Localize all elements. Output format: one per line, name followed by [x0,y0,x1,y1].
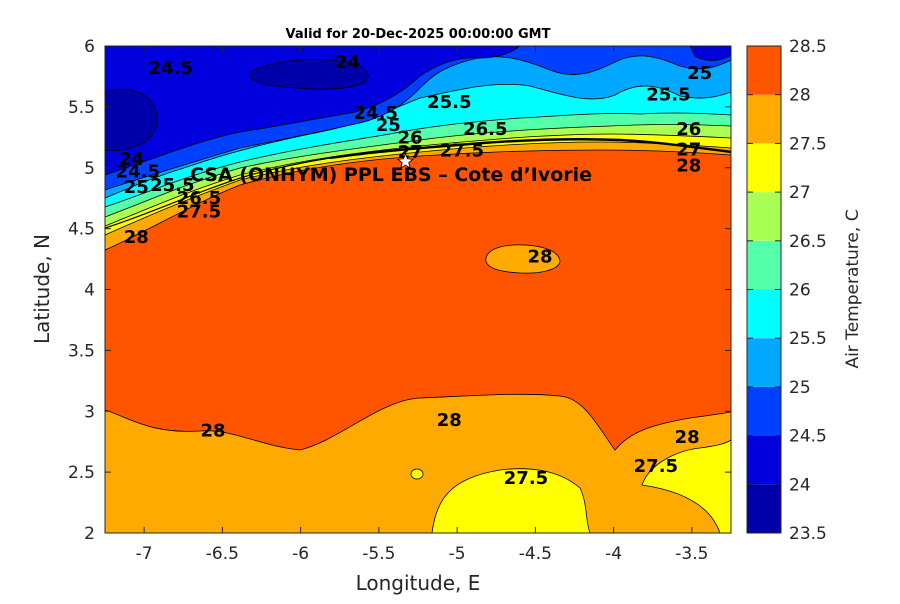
colorbar-swatch [747,192,781,241]
contour-label: 26 [398,127,423,148]
colorbar-swatch [747,484,781,533]
contour-label: 26.5 [177,188,221,209]
band-24-24.5 [105,46,521,176]
contour-label: 24.5 [116,161,160,182]
chart-title: Valid for 20-Dec-2025 00:00:00 GMT [286,27,551,42]
colorbar-tick-label: 25 [789,378,811,398]
colorbar-swatch [747,46,781,95]
x-tick-label: -3.5 [675,544,708,564]
colorbar-tick-label: 27 [789,183,811,203]
site-marker [396,152,415,169]
star-icon [396,152,415,169]
y-axis-ticks: 2 2.5 3 3.5 4 4.5 5 5.5 6 [68,37,731,544]
contour-label: 25 [376,115,401,136]
contour-label: 28 [528,247,553,268]
colorbar-tick-label: 27.5 [789,134,827,154]
coastline-west [105,157,331,229]
colorbar-frame [746,45,782,534]
colorbar-swatch [747,289,781,339]
contour-label: 27.5 [177,202,221,223]
contour-label: 28 [676,155,701,176]
colorbar-swatch [747,240,781,290]
region-27-27.5-south [431,468,591,533]
colorbar-tick-label: 26 [789,281,811,301]
colorbar-swatch [747,338,781,387]
colorbar-swatch [747,386,781,436]
x-axis-label: Longitude, E [356,571,481,595]
y-tick-label: 2.5 [68,463,95,483]
x-tick-label: -6.5 [206,544,239,564]
region-27.5-28-island [485,244,561,274]
region-27-27.5-spot [410,468,424,480]
colorbar-tick-label: 26.5 [789,232,827,252]
y-tick-label: 5 [84,159,95,179]
coastline [329,138,731,160]
x-axis-ticks: -7 -6.5 -6 -5.5 -5 -4.5 -4 -3.5 [136,46,708,564]
contour-label: 25.5 [427,92,471,113]
y-tick-label: 6 [84,37,95,57]
contour-label: 26.5 [463,119,507,140]
contour-label: 25 [687,63,712,84]
band-23.5-24-north [249,59,369,90]
contour-label: 27.5 [440,141,484,162]
colorbar-swatch [747,94,781,144]
y-tick-label: 4 [84,281,95,301]
colorbar [747,46,781,533]
contour-label: 24 [119,149,144,170]
contour-label: 28 [675,427,700,448]
colorbar-swatch [747,143,781,193]
contour-label: 24 [335,52,360,73]
contour-label: 25.5 [646,85,690,106]
contour-label: 27.5 [634,456,678,477]
colorbar-tick-label: 28 [789,86,811,106]
band-23.5-24-west [105,88,158,152]
y-tick-label: 4.5 [68,220,95,240]
colorbar-swatch [747,435,781,485]
x-tick-label: -4.5 [519,544,552,564]
site-label: CSA (ONHYM) PPL EBS – Cote d’Ivorie [190,164,592,186]
x-tick-label: -7 [136,544,153,564]
contour-label: 25.5 [150,175,194,196]
contour-label: 26 [676,119,701,140]
y-tick-label: 2 [84,524,95,544]
colorbar-tick-label: 23.5 [789,524,827,544]
colorbar-tick-label: 25.5 [789,329,827,349]
contour-label: 28 [437,410,462,431]
x-tick-label: -5.5 [362,544,395,564]
colorbar-ticks: 23.5 24 24.5 25 25.5 26 26.5 27 27.5 28 28.5 [747,37,827,544]
colorbar-label: Air Temperature, C [843,209,863,368]
contour-label: 25 [124,177,149,198]
contour-label: 28 [200,421,225,442]
x-tick-label: -6 [292,544,309,564]
contour-label: 24.5 [354,103,398,124]
contour-label: 27.5 [504,468,548,489]
x-tick-label: -5 [449,544,466,564]
colorbar-tick-label: 24 [789,475,811,495]
colorbar-tick-label: 28.5 [789,37,827,57]
y-tick-label: 5.5 [68,98,95,118]
x-tick-label: -4 [605,544,622,564]
contour-label: 27 [676,139,701,160]
y-axis-label: Latitude, N [30,234,54,344]
y-tick-label: 3 [84,402,95,422]
region-27-27.5-southeast [641,439,731,533]
colorbar-tick-label: 24.5 [789,427,827,447]
y-tick-label: 3.5 [68,341,95,361]
contour-label: 28 [124,227,149,248]
contour-label: 24.5 [149,58,193,79]
